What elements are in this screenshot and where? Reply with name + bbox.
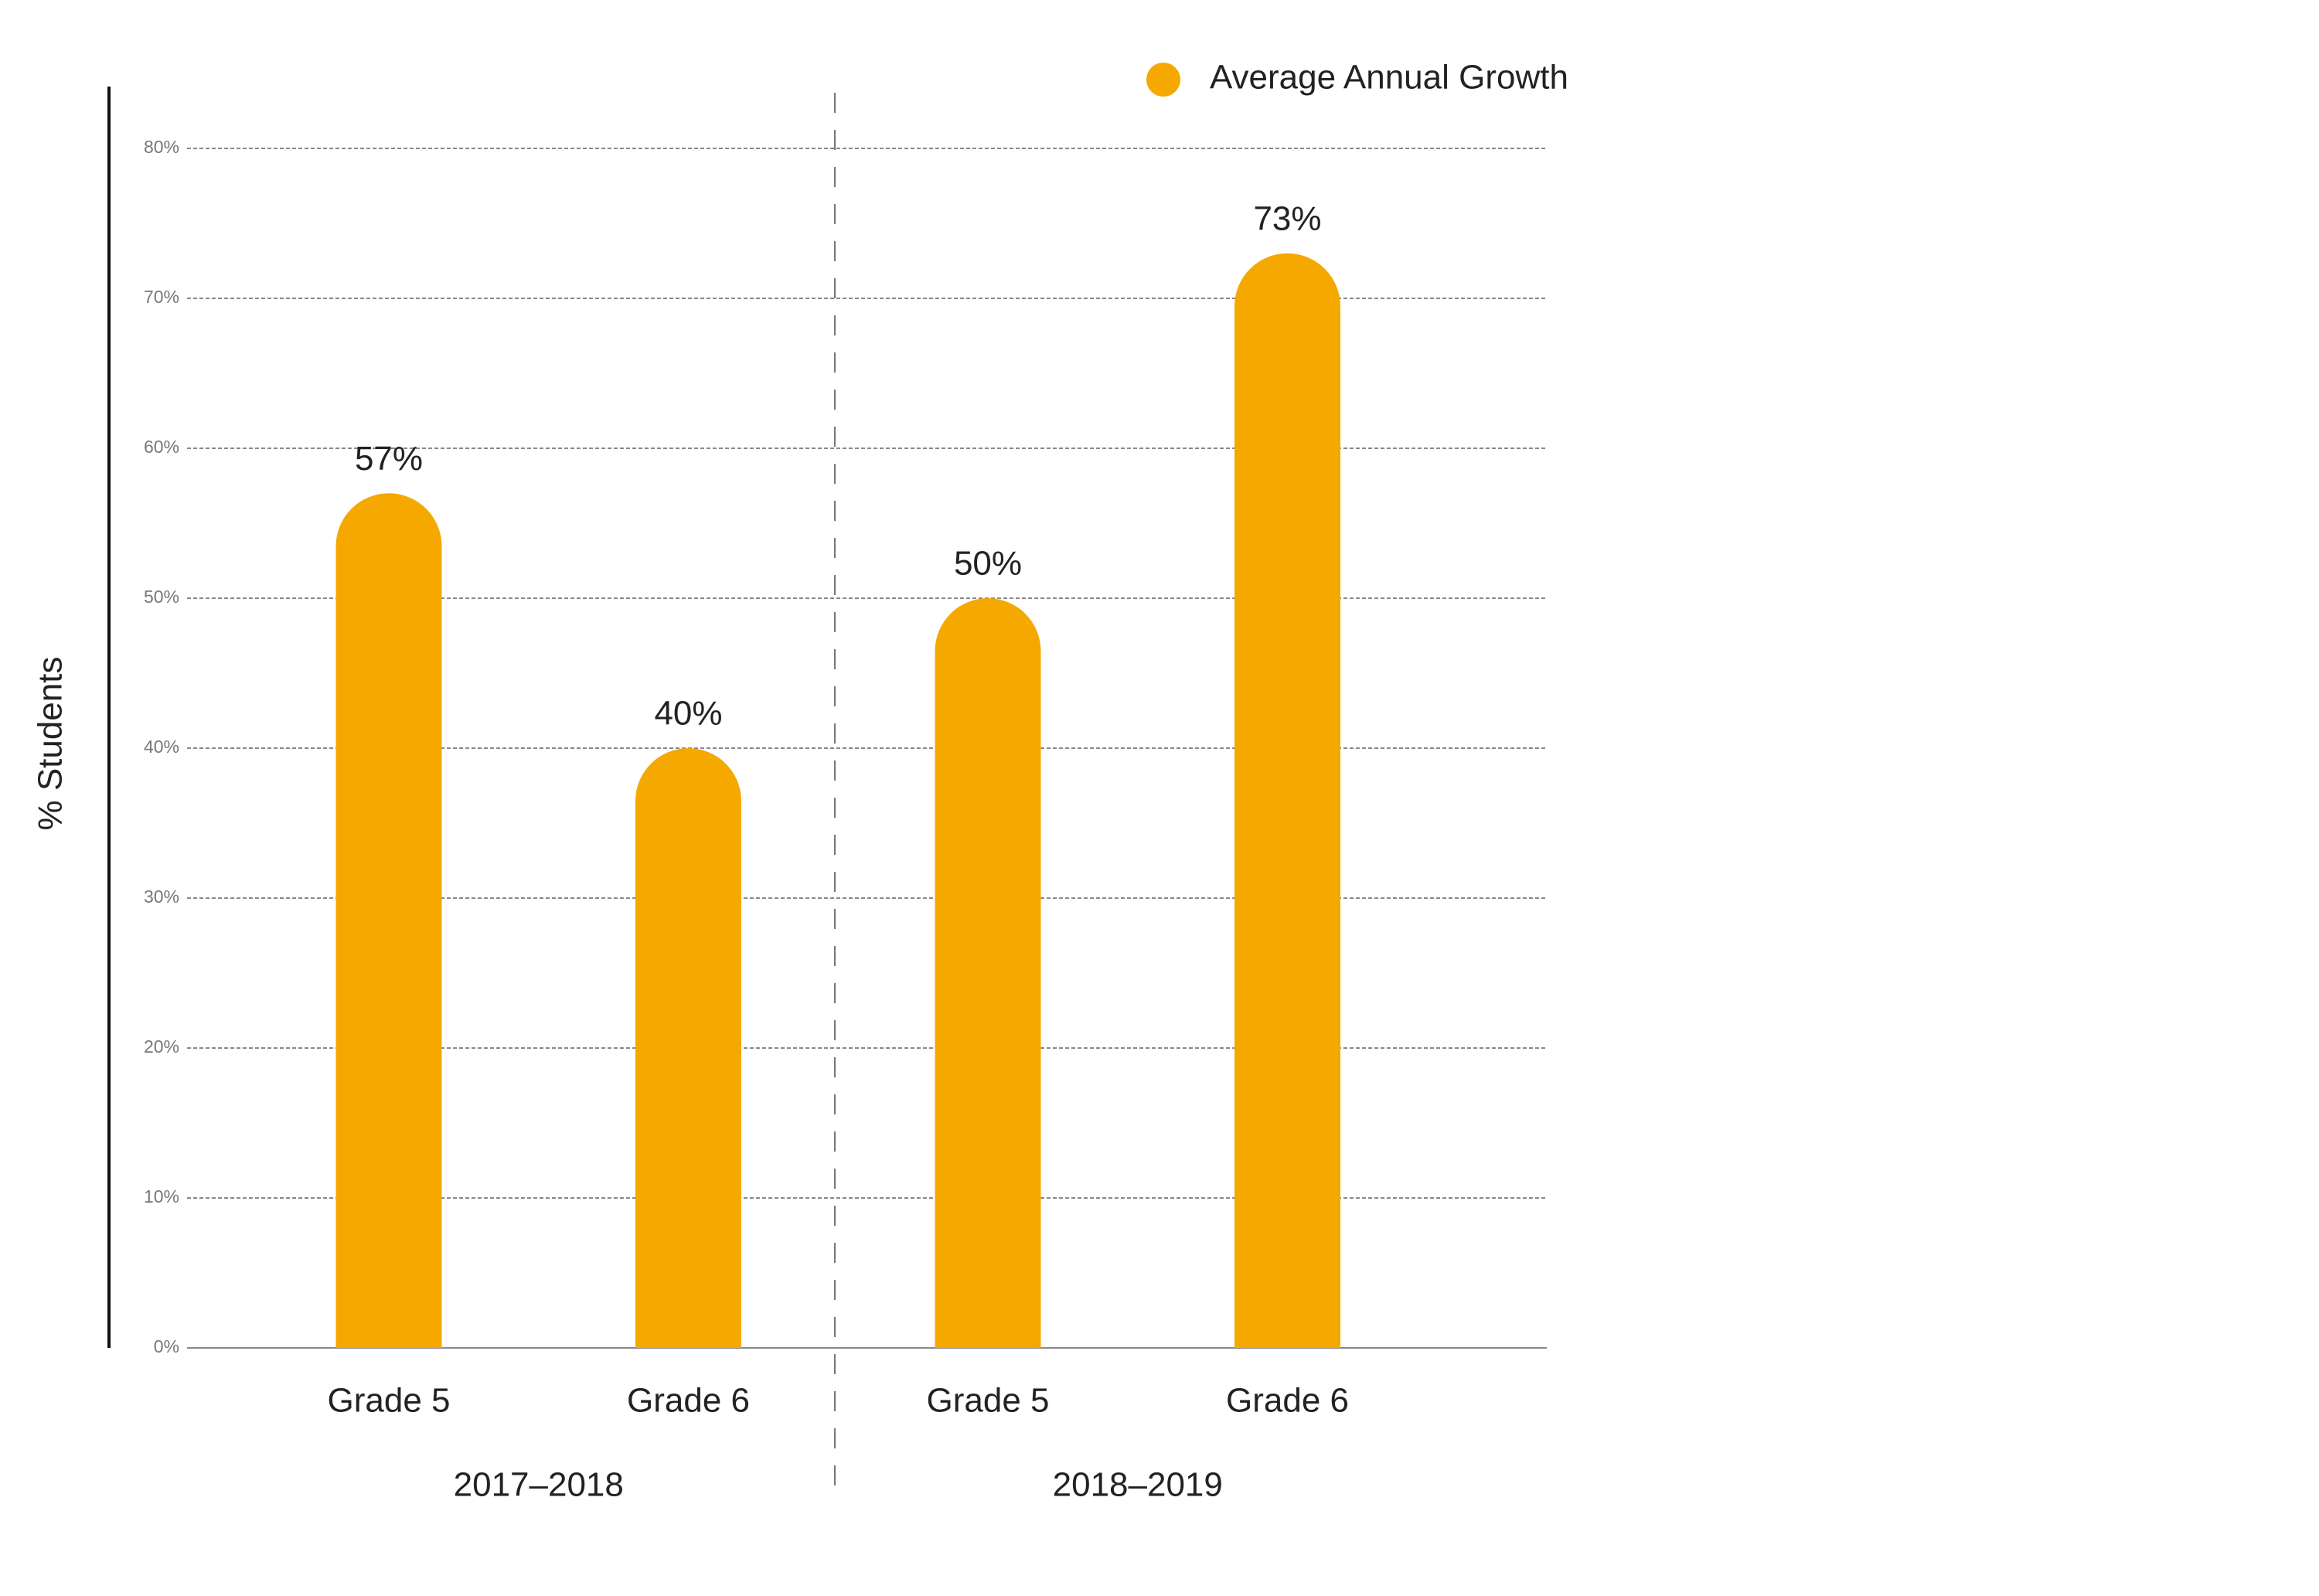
value-label: 40% [654,695,722,733]
y-tick-label: 50% [144,587,179,607]
x-tick-label: Grade 6 [1226,1382,1349,1420]
x-tick-label: Grade 5 [927,1382,1050,1420]
group-label: 2018–2019 [1053,1466,1223,1504]
y-tick-label: 80% [144,137,179,157]
x-tick-label: Grade 5 [328,1382,451,1420]
y-tick-label: 10% [144,1186,179,1206]
value-label: 73% [1253,199,1321,237]
bar [635,748,741,1348]
y-tick-label: 30% [144,886,179,907]
legend-label: Average Annual Growth [1210,59,1568,97]
y-axis-title: % Students [32,656,70,830]
y-tick-label: 60% [144,437,179,457]
y-tick-label: 0% [154,1336,179,1356]
bar [335,493,442,1348]
value-label: 57% [355,440,423,478]
bar [935,598,1041,1348]
legend-marker [1146,63,1180,97]
value-label: 50% [954,545,1022,583]
bar [1234,253,1340,1348]
y-tick-label: 40% [144,737,179,757]
x-tick-label: Grade 6 [627,1382,750,1420]
group-label: 2017–2018 [454,1466,624,1504]
y-tick-label: 20% [144,1036,179,1057]
y-tick-label: 70% [144,287,179,307]
